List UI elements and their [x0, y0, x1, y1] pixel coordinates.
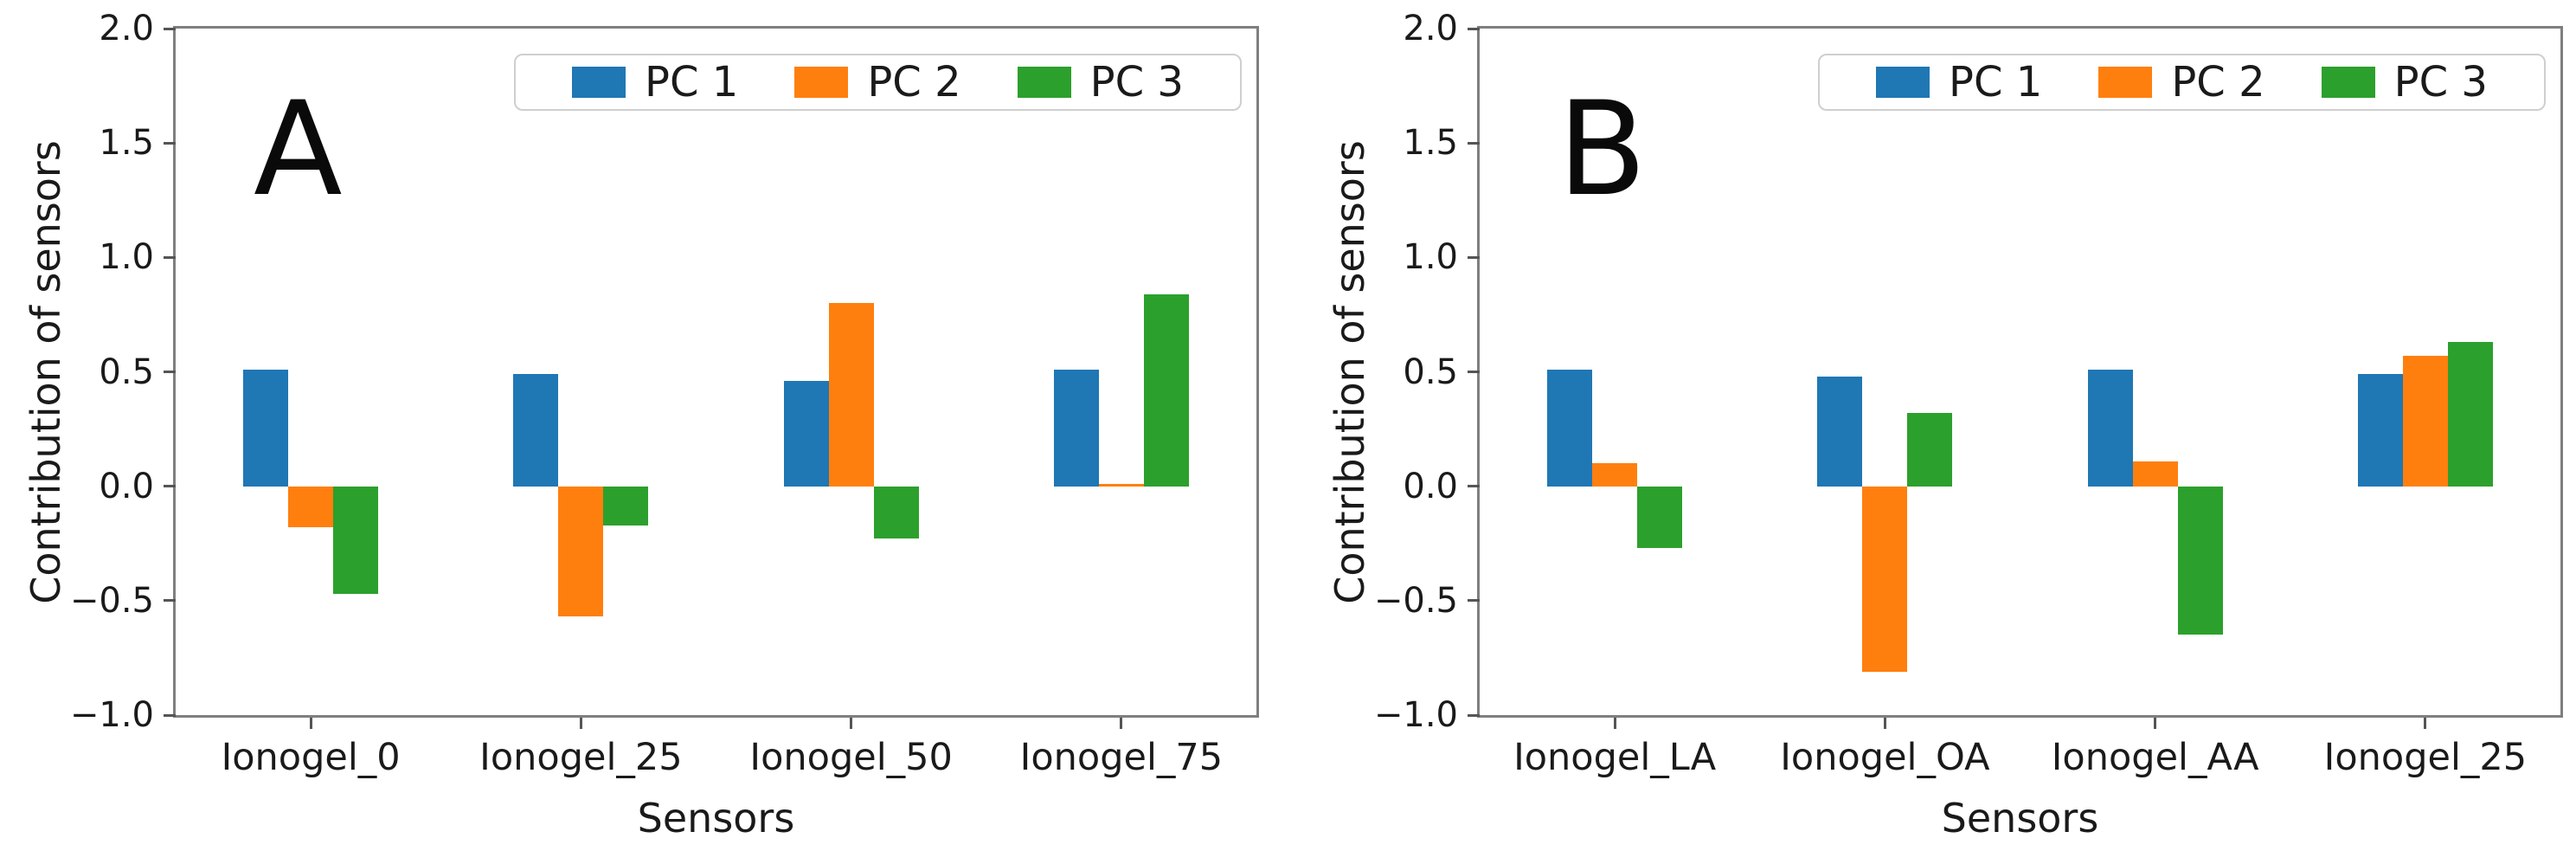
bar-pc3-ionogel_25: [603, 486, 649, 525]
legend-b: PC 1 PC 2 PC 3: [1818, 54, 2546, 111]
bar-pc2-ionogel_50: [828, 303, 874, 487]
y-axis-tick-label: 2.0: [1403, 9, 1458, 48]
y-axis-title-a: Contribution of sensors: [22, 139, 69, 604]
x-axis-tick-mark: [1613, 718, 1616, 729]
x-axis-tick-label: Ionogel_25: [2323, 736, 2528, 779]
x-axis-tick-mark: [1883, 718, 1886, 729]
y-axis-tick-label: 1.5: [99, 123, 154, 164]
x-axis-tick-label: Ionogel_25: [479, 736, 683, 779]
bar-pc2-ionogel_25: [558, 486, 604, 617]
y-axis-tick-mark: [164, 713, 176, 717]
y-axis-tick-mark: [1468, 255, 1480, 259]
x-axis-tick-label: Ionogel_0: [221, 736, 401, 779]
bar-pc3-ionogel_oa: [1907, 413, 1953, 487]
x-axis-tick-label: Ionogel_LA: [1513, 736, 1717, 779]
panel-letter-b: B: [1558, 74, 1647, 225]
y-axis-tick-label: −0.5: [1373, 580, 1458, 621]
legend-swatch-pc2-icon: [2098, 67, 2153, 98]
bar-pc1-ionogel_25: [2357, 374, 2403, 487]
bar-pc2-ionogel_aa: [2132, 461, 2178, 487]
y-axis-tick-label: 1.5: [1403, 123, 1458, 164]
y-axis-tick-mark: [1468, 27, 1480, 30]
legend-label: PC 3: [1089, 58, 1184, 106]
y-axis-tick-mark: [1468, 599, 1480, 603]
x-axis-tick-label: Ionogel_75: [1019, 736, 1224, 779]
legend-label: PC 2: [2171, 58, 2265, 106]
bar-pc3-ionogel_la: [1637, 486, 1683, 549]
x-axis-tick-mark: [579, 718, 582, 729]
y-axis-tick-mark: [164, 141, 176, 145]
legend-label: PC 2: [867, 58, 961, 106]
x-axis-tick-mark: [2424, 718, 2427, 729]
x-axis-tick-label: Ionogel_AA: [2051, 736, 2259, 779]
y-axis-tick-mark: [1468, 141, 1480, 145]
bar-pc3-ionogel_25: [2447, 342, 2493, 487]
bar-pc3-ionogel_aa: [2177, 486, 2223, 635]
legend-item-pc3: PC 3: [2321, 58, 2488, 106]
y-axis-tick-label: 0.5: [99, 351, 154, 392]
y-axis-tick-mark: [164, 599, 176, 603]
legend-a: PC 1 PC 2 PC 3: [514, 54, 1242, 111]
y-axis-tick-mark: [164, 255, 176, 259]
bar-pc2-ionogel_25: [2402, 355, 2448, 487]
legend-swatch-pc3-icon: [2321, 67, 2375, 98]
legend-item-pc2: PC 2: [794, 58, 961, 106]
y-axis-tick-label: −0.5: [69, 580, 154, 621]
y-axis-tick-label: 0.0: [99, 466, 154, 506]
y-axis-tick-mark: [1468, 371, 1480, 373]
y-axis-tick-mark: [1468, 713, 1480, 717]
y-axis-tick-label: 0.0: [1403, 466, 1458, 506]
plot-area-b: [1477, 26, 2563, 718]
y-axis-tick-label: 0.5: [1403, 351, 1458, 392]
y-axis-tick-label: 1.0: [99, 237, 154, 278]
bar-pc1-ionogel_0: [243, 369, 289, 487]
x-axis-tick-mark: [1120, 718, 1123, 729]
x-axis-tick-mark: [850, 718, 853, 729]
y-axis-tick-label: −1.0: [69, 695, 154, 735]
y-axis-tick-mark: [164, 371, 176, 373]
x-axis-tick-mark: [309, 718, 312, 729]
legend-item-pc2: PC 2: [2098, 58, 2265, 106]
bar-pc3-ionogel_75: [1143, 293, 1189, 487]
x-axis-title-b: Sensors: [1941, 795, 2099, 841]
bar-pc2-ionogel_la: [1592, 463, 1638, 487]
x-axis-tick-label: Ionogel_50: [749, 736, 953, 779]
bar-pc1-ionogel_la: [1547, 369, 1593, 487]
y-axis-tick-mark: [1468, 485, 1480, 488]
bar-pc1-ionogel_25: [513, 374, 559, 487]
bar-pc2-ionogel_oa: [1862, 486, 1908, 672]
bar-pc3-ionogel_50: [873, 486, 919, 539]
legend-swatch-pc1-icon: [1876, 67, 1930, 98]
legend-label: PC 1: [1949, 58, 2043, 106]
panel-letter-a: A: [254, 74, 343, 225]
bar-pc2-ionogel_0: [288, 486, 334, 528]
legend-item-pc1: PC 1: [1876, 61, 2042, 103]
legend-swatch-pc2-icon: [794, 67, 849, 98]
bar-pc1-ionogel_aa: [2087, 369, 2133, 487]
x-axis-tick-mark: [2154, 718, 2157, 729]
x-axis-tick-label: Ionogel_OA: [1780, 736, 1990, 779]
legend-label: PC 1: [645, 58, 739, 106]
bar-pc1-ionogel_50: [783, 381, 829, 487]
bar-pc2-ionogel_75: [1098, 483, 1144, 487]
legend-item-pc3: PC 3: [1017, 58, 1184, 106]
bar-pc1-ionogel_oa: [1817, 376, 1863, 487]
y-axis-tick-label: −1.0: [1373, 695, 1458, 735]
y-axis-tick-mark: [164, 27, 176, 30]
legend-swatch-pc3-icon: [1017, 67, 1071, 98]
y-axis-tick-label: 2.0: [99, 9, 154, 48]
legend-label: PC 3: [2393, 58, 2488, 106]
y-axis-tick-mark: [164, 485, 176, 488]
y-axis-title-b: Contribution of sensors: [1327, 139, 1373, 604]
bar-pc1-ionogel_75: [1053, 369, 1099, 487]
y-axis-tick-label: 1.0: [1403, 237, 1458, 278]
bar-pc3-ionogel_0: [333, 486, 379, 594]
legend-swatch-pc1-icon: [572, 67, 626, 98]
legend-item-pc1: PC 1: [572, 61, 738, 103]
x-axis-title-a: Sensors: [637, 795, 795, 841]
